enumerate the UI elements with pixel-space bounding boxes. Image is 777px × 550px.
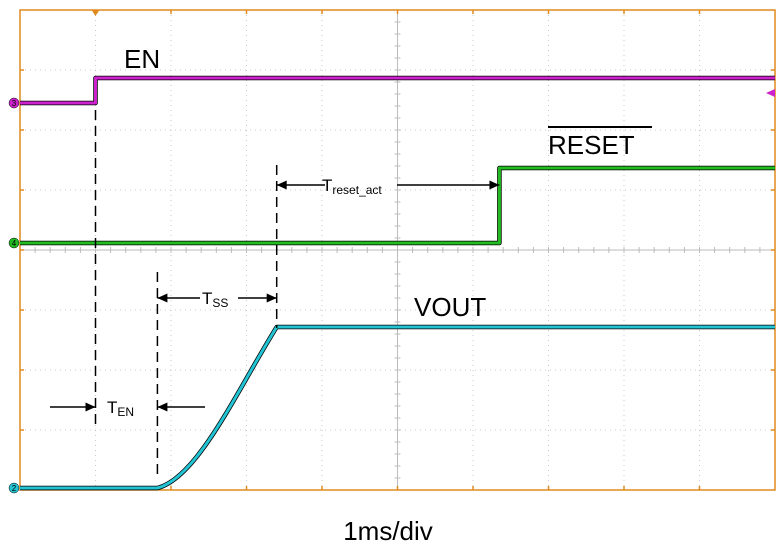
channel-number: 3: [12, 99, 17, 108]
arrow-head: [157, 293, 168, 303]
arrow-head: [85, 402, 96, 412]
trace-vout: [20, 325, 775, 490]
channel-marker-en: [8, 97, 20, 109]
reset-label: RESET: [548, 130, 635, 160]
x-axis-label: 1ms/div: [343, 516, 433, 546]
arrow-head: [489, 180, 500, 190]
grid: [19, 9, 776, 491]
arrow-head: [276, 180, 287, 190]
channel-marker-vout: [8, 482, 20, 494]
channel-markers: 3 4 2: [8, 89, 775, 494]
vout-label: VOUT: [414, 292, 486, 322]
trace-reset: [20, 166, 775, 245]
channel-number: 2: [12, 484, 17, 493]
level-marker-en: [766, 89, 775, 97]
label-t-reset-act: Treset_act: [322, 176, 382, 197]
arrow-head: [266, 293, 277, 303]
plot-border: [19, 9, 776, 491]
label-t-en: TEN: [107, 398, 134, 419]
trace-en: [20, 76, 775, 105]
channel-number: 4: [12, 239, 17, 248]
en-label: EN: [124, 44, 160, 74]
arrow-head: [157, 402, 168, 412]
channel-marker-reset: [8, 237, 20, 249]
label-t-ss: TSS: [202, 289, 228, 310]
trigger-marker: [91, 10, 100, 16]
traces: [20, 75, 775, 491]
